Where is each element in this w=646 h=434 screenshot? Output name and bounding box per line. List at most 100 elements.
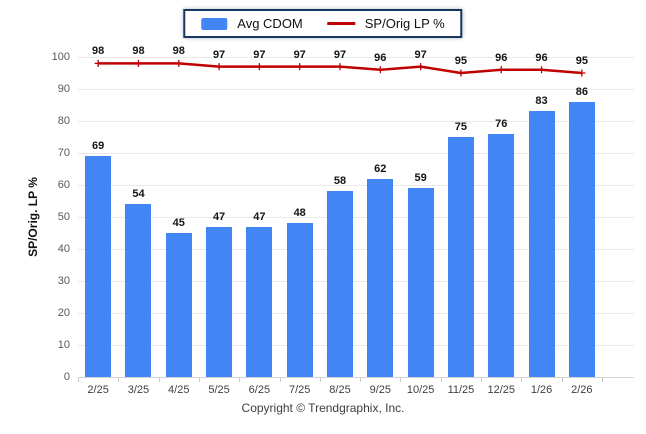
y-tick-label: 80: [57, 115, 70, 127]
line-value-label: 98: [92, 45, 105, 58]
line-marker: [134, 59, 142, 67]
x-tick-mark: [440, 378, 442, 382]
line-value-label: 98: [132, 45, 145, 58]
x-tick-label: 9/25: [369, 384, 392, 396]
x-tick-mark: [198, 378, 200, 382]
line-marker: [336, 63, 344, 71]
x-tick-label: 6/25: [248, 384, 271, 396]
gridline: [78, 249, 634, 250]
bar: [528, 111, 555, 377]
gridline: [78, 281, 634, 282]
bar-value-label: 45: [172, 217, 185, 229]
y-tick-label: 60: [57, 179, 70, 191]
bar-value-label: 48: [293, 207, 306, 220]
bar-value-label: 54: [132, 188, 145, 201]
x-tick-mark: [239, 378, 241, 382]
x-tick-mark: [360, 378, 362, 382]
gridline: [78, 377, 634, 378]
x-tick-mark: [481, 378, 483, 382]
x-tick-label: 1/26: [530, 384, 553, 396]
bar-value-label: 75: [454, 121, 468, 133]
line-value-label: 96: [374, 51, 387, 64]
x-tick-mark: [118, 378, 120, 382]
line-marker: [175, 59, 183, 67]
y-tick-label: 20: [57, 307, 70, 319]
bar-value-label: 76: [495, 117, 508, 130]
x-tick-mark: [400, 378, 402, 382]
bar: [367, 178, 394, 377]
gridline: [78, 153, 634, 154]
legend: Avg CDOM SP/Orig LP %: [183, 9, 463, 38]
y-tick-label: 90: [57, 83, 70, 95]
y-tick-label: 10: [57, 339, 70, 351]
bar-value-label: 59: [414, 172, 427, 185]
line-marker: [457, 69, 465, 77]
x-tick-label: 7/25: [288, 384, 311, 396]
gridline: [78, 185, 634, 186]
line-marker: [255, 63, 263, 71]
bar: [246, 226, 273, 377]
line-marker: [94, 59, 102, 67]
bar-value-label: 69: [92, 140, 105, 153]
trend-line: [98, 62, 582, 75]
bar-value-label: 62: [374, 162, 387, 175]
line-value-label: 98: [172, 45, 185, 58]
bar: [447, 137, 474, 377]
gridline: [78, 345, 634, 346]
x-tick-mark: [602, 378, 603, 382]
x-tick-label: 10/25: [406, 384, 435, 396]
x-tick-label: 3/25: [127, 384, 150, 396]
x-tick-label: 5/25: [208, 384, 230, 396]
x-tick-mark: [521, 378, 523, 382]
line-value-label: 97: [333, 48, 347, 61]
x-tick-label: 11/25: [447, 384, 475, 396]
bar: [407, 188, 434, 377]
line-value-label: 97: [253, 48, 266, 61]
x-tick-mark: [319, 378, 321, 382]
line-value-label: 96: [495, 51, 508, 64]
gridline: [78, 313, 634, 314]
bar: [85, 156, 112, 377]
line-value-label: 97: [212, 48, 226, 61]
line-value-label: 95: [575, 55, 588, 67]
bar-value-label: 86: [575, 85, 588, 98]
x-tick-mark: [158, 378, 160, 382]
y-tick-label: 40: [57, 243, 70, 255]
legend-line-swatch: [326, 22, 355, 25]
x-tick-mark: [279, 378, 281, 382]
x-tick-label: 2/25: [87, 384, 109, 396]
line-marker: [578, 69, 586, 77]
bar-value-label: 83: [535, 95, 548, 108]
x-tick-mark: [561, 378, 563, 382]
line-marker: [417, 63, 425, 71]
line-marker: [497, 66, 505, 74]
legend-line-label: SP/Orig LP %: [364, 16, 445, 31]
gridline: [78, 121, 634, 122]
bar: [286, 223, 313, 377]
legend-bar-label: Avg CDOM: [237, 16, 303, 31]
bar: [206, 226, 233, 377]
legend-bar-swatch: [201, 17, 228, 30]
x-tick-label: 12/25: [487, 384, 515, 396]
x-tick-label: 2/26: [571, 384, 593, 396]
line-marker: [376, 66, 384, 74]
y-tick-label: 30: [57, 275, 70, 287]
y-tick-label: 70: [57, 147, 70, 159]
line-value-label: 97: [414, 48, 427, 61]
line-marker: [215, 63, 223, 71]
line-marker: [296, 63, 304, 71]
copyright-text: Copyright © Trendgraphix, Inc.: [241, 401, 405, 415]
bar: [125, 204, 152, 377]
gridline: [78, 89, 634, 90]
line-value-label: 96: [535, 51, 548, 64]
gridline: [78, 217, 634, 218]
bar: [327, 191, 353, 377]
gridline: [78, 57, 634, 58]
line-value-label: 95: [454, 55, 468, 67]
x-tick-mark: [78, 378, 79, 382]
y-tick-label: 100: [51, 51, 70, 63]
x-tick-label: 8/25: [329, 384, 351, 396]
x-tick-label: 4/25: [168, 384, 190, 396]
bar: [568, 101, 595, 377]
